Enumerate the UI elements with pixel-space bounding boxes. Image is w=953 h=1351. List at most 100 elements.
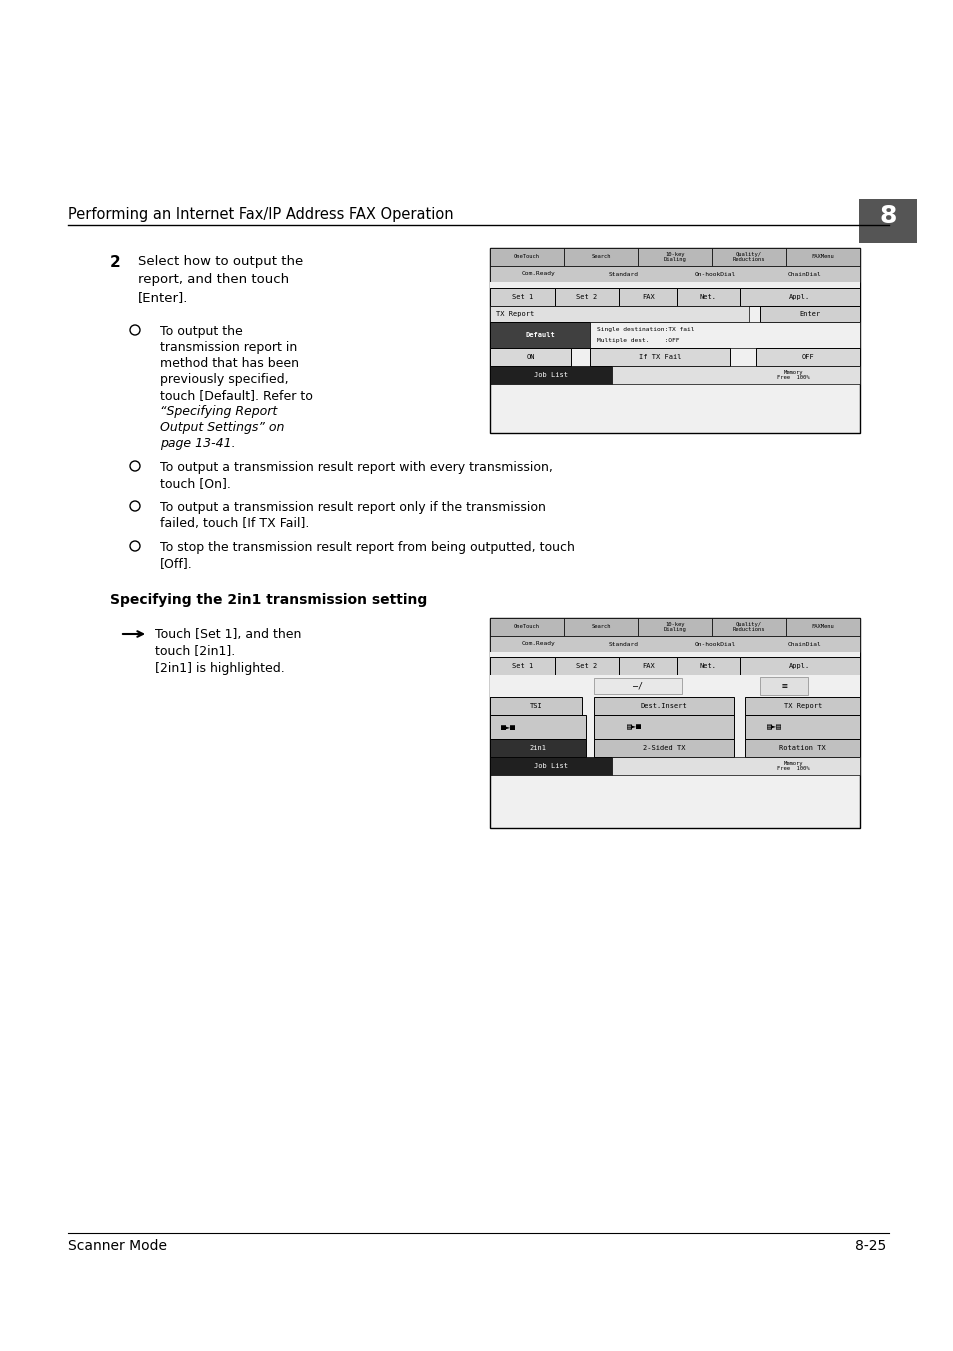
Text: touch [On].: touch [On]. [160,477,231,490]
Bar [490,636,859,653]
Bar [490,305,748,322]
Bar [490,757,612,775]
Text: To stop the transmission result report from being outputted, touch: To stop the transmission result report f… [160,540,575,554]
Text: Default: Default [524,332,555,338]
Bar [760,677,807,694]
Text: To output a transmission result report only if the transmission: To output a transmission result report o… [160,501,545,513]
Text: method that has been: method that has been [160,357,298,370]
Text: Search: Search [591,624,610,630]
Text: Job List: Job List [534,372,567,378]
Bar [593,739,734,757]
Text: ▤►▤: ▤►▤ [766,723,781,731]
Bar [858,199,916,243]
Bar [739,288,859,305]
Bar [612,366,859,384]
Text: transmission report in: transmission report in [160,340,297,354]
Text: ≡: ≡ [781,681,786,690]
Bar [563,617,638,636]
Text: ON: ON [526,354,535,359]
Text: failed, touch [If TX Fail].: failed, touch [If TX Fail]. [160,517,309,530]
Bar [785,249,859,266]
Text: Specifying the 2in1 transmission setting: Specifying the 2in1 transmission setting [110,593,427,607]
Bar [490,288,554,305]
Text: Select how to output the: Select how to output the [138,255,303,267]
Text: 8-25: 8-25 [854,1239,885,1252]
Bar [490,715,585,739]
Bar [638,249,711,266]
Bar [490,739,585,757]
Text: Standard: Standard [608,642,638,647]
Text: [Enter].: [Enter]. [138,290,188,304]
Text: Single destination:TX fail: Single destination:TX fail [597,327,694,332]
Bar [593,678,681,694]
Bar [490,282,859,288]
Text: 2-Sided TX: 2-Sided TX [642,744,684,751]
Text: ■►■: ■►■ [500,723,516,731]
Bar [589,349,730,366]
Text: Set 2: Set 2 [576,295,598,300]
Text: TSI: TSI [529,703,542,709]
Text: 10-key
Dialing: 10-key Dialing [663,621,685,632]
Bar [612,757,859,775]
Bar [739,657,859,676]
Text: “Specifying Report: “Specifying Report [160,405,277,417]
Bar [554,657,618,676]
Text: To output the: To output the [160,326,242,338]
Text: Touch [Set 1], and then: Touch [Set 1], and then [154,628,301,640]
Bar [490,653,859,657]
Text: page 13-41.: page 13-41. [160,436,235,450]
Bar [554,288,618,305]
Text: Set 2: Set 2 [576,663,598,669]
Text: —/: —/ [633,681,642,690]
Bar [490,617,563,636]
Text: [2in1] is highlighted.: [2in1] is highlighted. [154,662,284,676]
Text: Quality/
Reductions: Quality/ Reductions [732,251,764,262]
Bar [490,676,859,697]
Text: Search: Search [591,254,610,259]
Text: touch [2in1].: touch [2in1]. [154,644,235,657]
Text: OneTouch: OneTouch [514,624,539,630]
Bar [711,249,785,266]
Text: To output a transmission result report with every transmission,: To output a transmission result report w… [160,461,553,474]
Bar [593,715,734,739]
Text: OneTouch: OneTouch [514,254,539,259]
Text: Output Settings” on: Output Settings” on [160,422,284,434]
Text: Set 1: Set 1 [511,295,533,300]
Text: previously specified,: previously specified, [160,373,289,386]
Text: On-hookDial: On-hookDial [695,642,736,647]
Bar [760,305,859,322]
Text: OFF: OFF [801,354,814,359]
Text: TX Report: TX Report [782,703,821,709]
Text: FAXMenu: FAXMenu [811,624,834,630]
Bar [563,249,638,266]
Bar [490,249,563,266]
Text: Rotation TX: Rotation TX [779,744,825,751]
Text: ChainDial: ChainDial [787,642,821,647]
Bar [490,322,589,349]
Text: Scanner Mode: Scanner Mode [68,1239,167,1252]
Text: Performing an Internet Fax/IP Address FAX Operation: Performing an Internet Fax/IP Address FA… [68,207,453,222]
Text: Net.: Net. [700,663,716,669]
Text: 10-key
Dialing: 10-key Dialing [663,251,685,262]
Bar [490,366,612,384]
Bar [490,657,554,676]
Bar [744,739,859,757]
Text: On-hookDial: On-hookDial [695,272,736,277]
Bar [711,617,785,636]
Text: Memory
Free  100%: Memory Free 100% [777,761,809,771]
Bar [618,657,676,676]
Text: Set 1: Set 1 [511,663,533,669]
Bar [676,288,739,305]
Text: Multiple dest.    :OFF: Multiple dest. :OFF [597,338,679,343]
Bar [490,697,582,715]
Bar [785,617,859,636]
Bar [744,715,859,739]
Text: Job List: Job List [534,763,567,769]
Text: Net.: Net. [700,295,716,300]
Bar [490,617,859,828]
Text: Com.Ready: Com.Ready [520,642,555,647]
Text: Standard: Standard [608,272,638,277]
Text: Enter: Enter [799,311,820,317]
Text: TX Report: TX Report [496,311,534,317]
Text: Dest.Insert: Dest.Insert [639,703,686,709]
